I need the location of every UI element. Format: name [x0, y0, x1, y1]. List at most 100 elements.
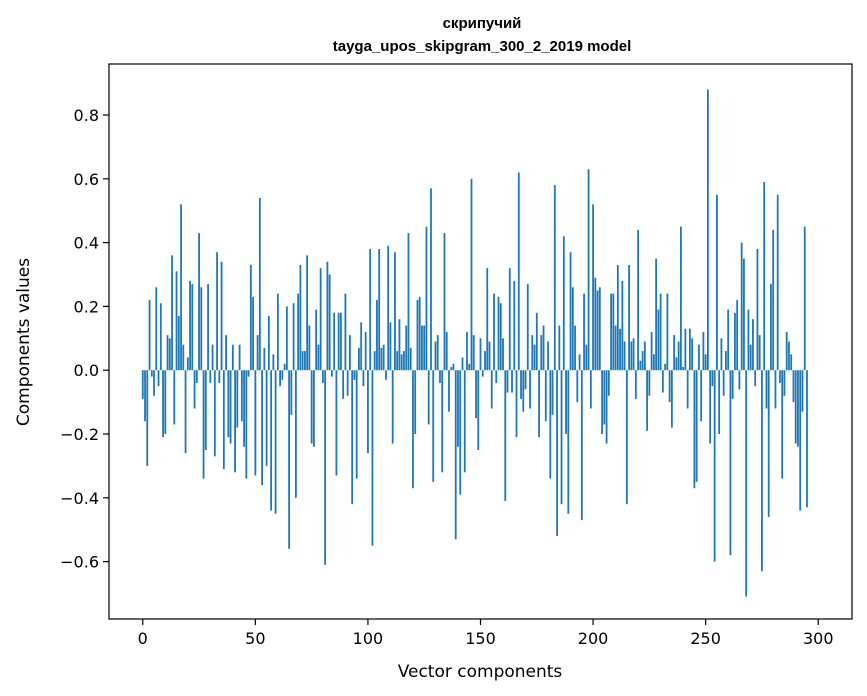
- bar: [333, 312, 336, 371]
- bar: [513, 280, 516, 371]
- bar: [610, 293, 612, 371]
- bar: [722, 370, 725, 396]
- bar: [470, 178, 473, 371]
- bar: [355, 370, 358, 479]
- bar: [220, 261, 223, 371]
- bar: [376, 300, 378, 371]
- bar: [162, 370, 164, 438]
- bar: [792, 370, 795, 403]
- bar: [526, 284, 529, 371]
- bar: [718, 370, 721, 434]
- bar: [583, 293, 585, 371]
- bar: [409, 347, 412, 371]
- bar: [218, 370, 221, 383]
- bar: [349, 335, 351, 371]
- bar: [265, 370, 268, 466]
- bar: [650, 331, 653, 371]
- bar: [634, 370, 637, 399]
- bar: [547, 341, 549, 371]
- bar: [407, 233, 410, 371]
- bar: [234, 370, 236, 473]
- bar: [788, 341, 790, 371]
- bar: [612, 293, 615, 371]
- bar: [285, 306, 288, 371]
- bar: [765, 370, 768, 409]
- bar: [761, 370, 763, 572]
- chart-subtitle: tayga_upos_skipgram_300_2_2019 model: [333, 38, 632, 55]
- bar: [216, 252, 218, 371]
- bar: [466, 331, 468, 371]
- bar: [389, 322, 392, 371]
- bar: [463, 370, 466, 473]
- bar: [385, 370, 387, 380]
- bar: [168, 338, 171, 371]
- bar: [450, 367, 453, 371]
- bar: [673, 335, 676, 371]
- bar: [180, 204, 182, 371]
- bar: [236, 370, 239, 428]
- bar: [445, 331, 448, 371]
- bar: [794, 370, 797, 444]
- bar: [664, 363, 667, 371]
- bar: [783, 370, 786, 396]
- bar: [315, 309, 318, 371]
- bar: [520, 370, 522, 399]
- bar: [288, 370, 291, 549]
- bar: [524, 370, 527, 390]
- bar: [731, 370, 734, 399]
- bar: [319, 268, 322, 371]
- bar: [439, 370, 441, 383]
- bar: [657, 309, 660, 371]
- bar: [331, 370, 333, 377]
- bar: [551, 370, 554, 415]
- bar: [495, 370, 498, 383]
- bar: [472, 335, 475, 371]
- bar: [150, 370, 153, 377]
- bar: [396, 351, 399, 371]
- bar: [412, 370, 414, 489]
- bar: [623, 341, 626, 371]
- chart-title: скрипучий: [443, 15, 522, 32]
- bar: [625, 370, 628, 505]
- bar: [358, 347, 360, 371]
- bar: [639, 360, 642, 371]
- bar: [249, 264, 252, 371]
- bar: [312, 370, 315, 447]
- bar: [641, 351, 644, 371]
- bar: [294, 370, 297, 498]
- bar: [427, 370, 430, 425]
- bar: [171, 255, 173, 371]
- bar: [549, 370, 552, 479]
- bar: [425, 226, 428, 371]
- bar: [628, 264, 630, 371]
- bar: [204, 370, 207, 450]
- bar: [504, 370, 507, 501]
- bar: [306, 255, 309, 371]
- bar: [457, 370, 459, 447]
- y-tick-label: 0.4: [74, 234, 99, 253]
- bar: [585, 344, 588, 371]
- bar: [405, 325, 408, 371]
- bar: [670, 370, 673, 428]
- bar: [648, 370, 651, 396]
- bar: [380, 347, 383, 371]
- bar: [497, 296, 500, 371]
- bar: [603, 370, 606, 425]
- bar: [378, 249, 381, 371]
- bar: [576, 370, 579, 403]
- bar: [540, 335, 543, 371]
- bar: [274, 370, 277, 514]
- bar: [367, 370, 369, 454]
- bar: [321, 370, 324, 383]
- bar: [562, 236, 565, 371]
- bar: [668, 370, 671, 403]
- bar: [191, 284, 194, 371]
- bar: [166, 335, 169, 371]
- bar: [571, 287, 574, 371]
- bars-group: [141, 89, 808, 597]
- bar: [182, 344, 185, 371]
- bar: [486, 268, 489, 371]
- bar: [414, 370, 417, 434]
- bar: [542, 325, 545, 371]
